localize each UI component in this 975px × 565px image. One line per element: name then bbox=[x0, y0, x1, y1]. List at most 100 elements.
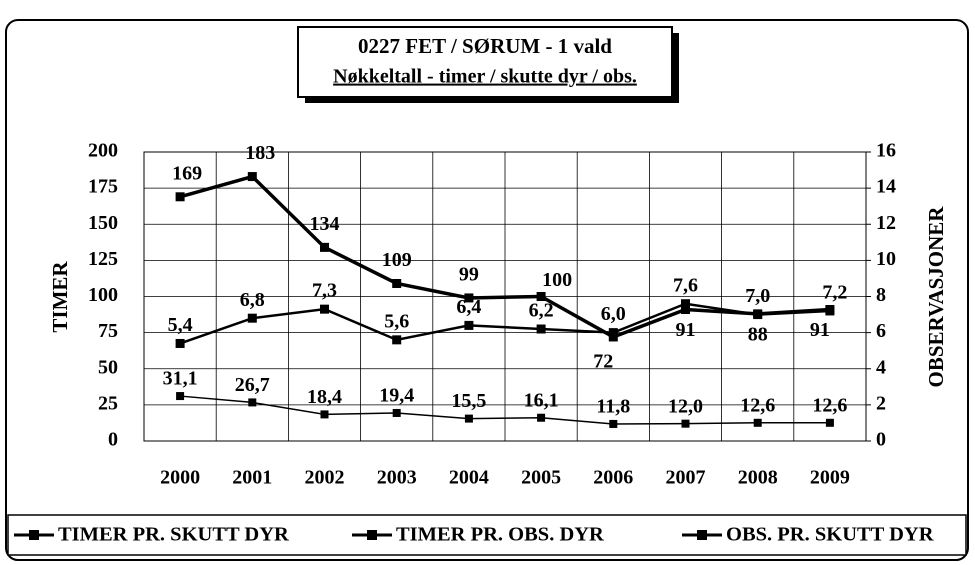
data-label: 12,6 bbox=[812, 394, 847, 416]
point-marker bbox=[464, 293, 474, 303]
point-marker bbox=[247, 313, 257, 323]
data-label: 11,8 bbox=[596, 396, 630, 418]
point-marker bbox=[608, 328, 618, 338]
series-line bbox=[179, 302, 830, 345]
point-marker bbox=[536, 324, 546, 334]
y2-tick-label: 6 bbox=[876, 320, 886, 342]
data-label: 6,0 bbox=[601, 303, 626, 325]
point-marker bbox=[175, 338, 185, 348]
x-tick-label: 2002 bbox=[305, 467, 345, 489]
data-label: 31,1 bbox=[163, 368, 198, 390]
data-label: 91 bbox=[676, 319, 696, 341]
legend-marker bbox=[697, 530, 707, 540]
y2-tick-label: 4 bbox=[876, 356, 886, 378]
x-tick-label: 2006 bbox=[593, 467, 633, 489]
point-marker bbox=[320, 242, 329, 252]
data-label: 12,0 bbox=[668, 395, 703, 417]
point-marker bbox=[464, 320, 474, 330]
y-tick-label: 100 bbox=[88, 284, 118, 306]
legend-marker bbox=[29, 530, 39, 540]
chart-frame bbox=[5, 19, 969, 561]
y2-tick-label: 8 bbox=[876, 284, 886, 306]
x-tick-label: 2008 bbox=[738, 467, 778, 489]
y2-tick-label: 0 bbox=[876, 429, 886, 451]
data-label: 26,7 bbox=[235, 374, 270, 396]
data-label: 91 bbox=[810, 319, 830, 341]
y-tick-label: 200 bbox=[88, 140, 118, 162]
point-marker bbox=[681, 419, 690, 428]
data-label: 19,4 bbox=[379, 385, 414, 407]
data-label: 99 bbox=[459, 264, 479, 286]
x-tick-label: 2000 bbox=[160, 467, 200, 489]
point-marker bbox=[536, 292, 546, 301]
chart-title: 0227 FET / SØRUM - 1 vald bbox=[358, 34, 612, 58]
point-marker bbox=[320, 304, 329, 314]
legend-marker bbox=[367, 530, 377, 540]
data-label: 7,0 bbox=[745, 285, 770, 307]
point-marker bbox=[609, 419, 618, 428]
data-label: 5,4 bbox=[168, 314, 193, 336]
point-marker bbox=[825, 418, 834, 427]
data-label: 72 bbox=[593, 351, 613, 373]
y-axis-label: TIMER bbox=[48, 261, 72, 333]
x-tick-label: 2003 bbox=[377, 467, 417, 489]
legend-label: OBS. PR. SKUTT DYR bbox=[726, 524, 934, 546]
series-line bbox=[180, 395, 830, 425]
x-tick-label: 2007 bbox=[666, 467, 706, 489]
data-label: 109 bbox=[382, 249, 412, 271]
point-marker bbox=[537, 413, 546, 422]
data-label: 15,5 bbox=[451, 390, 486, 412]
y-tick-label: 50 bbox=[98, 356, 118, 378]
data-label: 6,4 bbox=[456, 296, 481, 318]
y-tick-label: 0 bbox=[108, 429, 118, 451]
y2-tick-label: 2 bbox=[876, 392, 886, 414]
y-tick-label: 125 bbox=[88, 248, 118, 270]
y-tick-label: 175 bbox=[88, 176, 118, 198]
data-label: 5,6 bbox=[384, 310, 409, 332]
data-label: 6,8 bbox=[240, 289, 265, 311]
point-marker bbox=[464, 414, 473, 423]
point-marker bbox=[392, 278, 402, 288]
point-marker bbox=[825, 306, 835, 316]
point-marker bbox=[681, 299, 690, 309]
y2-tick-label: 12 bbox=[876, 212, 896, 234]
legend-label: TIMER PR. SKUTT DYR bbox=[58, 524, 289, 546]
point-marker bbox=[753, 310, 763, 320]
y2-tick-label: 14 bbox=[876, 176, 896, 198]
data-label: 7,3 bbox=[312, 280, 337, 302]
data-label: 12,6 bbox=[740, 394, 775, 416]
x-tick-label: 2001 bbox=[232, 467, 272, 489]
point-marker bbox=[392, 408, 401, 417]
point-marker bbox=[753, 418, 762, 427]
data-label: 134 bbox=[310, 213, 340, 235]
point-marker bbox=[247, 172, 257, 182]
x-tick-label: 2004 bbox=[449, 467, 489, 489]
y2-tick-label: 16 bbox=[876, 140, 896, 162]
y-tick-label: 25 bbox=[98, 392, 118, 414]
data-label: 6,2 bbox=[529, 300, 554, 322]
data-label: 100 bbox=[542, 269, 572, 291]
data-label: 169 bbox=[172, 162, 202, 184]
data-label: 88 bbox=[748, 323, 768, 345]
series-line bbox=[179, 174, 831, 339]
chart-subtitle: Nøkkeltall - timer / skutte dyr / obs. bbox=[333, 66, 637, 88]
data-label: 16,1 bbox=[524, 389, 559, 411]
point-marker bbox=[320, 410, 329, 419]
y-tick-label: 75 bbox=[98, 320, 118, 342]
data-label: 7,2 bbox=[822, 282, 847, 304]
data-label: 7,6 bbox=[673, 274, 698, 296]
data-label: 18,4 bbox=[307, 386, 342, 408]
data-label: 183 bbox=[245, 142, 275, 164]
y-tick-label: 150 bbox=[88, 212, 118, 234]
y2-tick-label: 10 bbox=[876, 248, 896, 270]
legend-label: TIMER PR. OBS. DYR bbox=[396, 524, 604, 546]
x-tick-label: 2009 bbox=[810, 467, 850, 489]
legend-box bbox=[7, 514, 967, 556]
point-marker bbox=[176, 392, 185, 401]
x-tick-label: 2005 bbox=[521, 467, 561, 489]
point-marker bbox=[248, 398, 257, 407]
title-box bbox=[297, 26, 673, 98]
point-marker bbox=[392, 335, 402, 345]
point-marker bbox=[681, 305, 690, 315]
